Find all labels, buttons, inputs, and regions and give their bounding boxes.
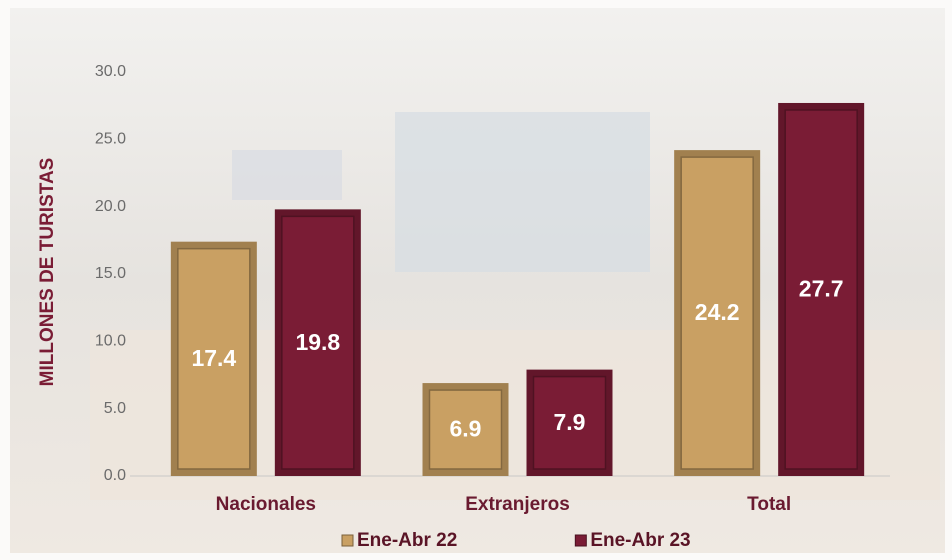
y-tick-label: 15.0 xyxy=(95,265,126,282)
bar-face xyxy=(680,156,754,470)
y-tick-label: 25.0 xyxy=(95,131,126,148)
legend-marker xyxy=(574,534,587,547)
y-tick-label: 30.0 xyxy=(95,63,126,80)
y-tick-label: 20.0 xyxy=(95,198,126,215)
bar-face xyxy=(532,375,607,470)
x-tick-label: Extranjeros xyxy=(465,494,570,515)
legend-label: Ene-Abr 23 xyxy=(590,530,690,551)
value-label: 24.2 xyxy=(695,299,740,325)
x-tick-label: Nacionales xyxy=(216,494,316,515)
bar-face xyxy=(177,247,251,470)
legend-marker xyxy=(341,534,354,547)
value-label: 27.7 xyxy=(799,276,844,302)
photo-screen xyxy=(395,112,650,272)
x-tick-label: Total xyxy=(747,494,791,515)
value-label: 19.8 xyxy=(295,329,340,355)
y-tick-label: 10.0 xyxy=(95,333,126,350)
bar-face xyxy=(784,109,858,470)
value-label: 6.9 xyxy=(450,416,482,442)
bar-face xyxy=(428,389,503,470)
bar-face xyxy=(281,215,355,470)
value-label: 17.4 xyxy=(191,345,236,371)
legend-label: Ene-Abr 22 xyxy=(357,530,457,551)
y-tick-label: 5.0 xyxy=(104,400,126,417)
photo-screen xyxy=(232,150,342,200)
value-label: 7.9 xyxy=(554,409,586,435)
y-axis-label: MILLONES DE TURISTAS xyxy=(37,158,58,387)
y-tick-label: 0.0 xyxy=(104,467,126,484)
